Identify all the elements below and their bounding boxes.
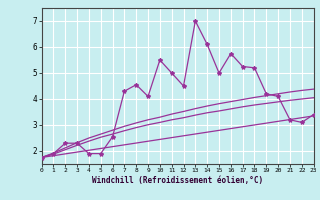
X-axis label: Windchill (Refroidissement éolien,°C): Windchill (Refroidissement éolien,°C) xyxy=(92,176,263,185)
